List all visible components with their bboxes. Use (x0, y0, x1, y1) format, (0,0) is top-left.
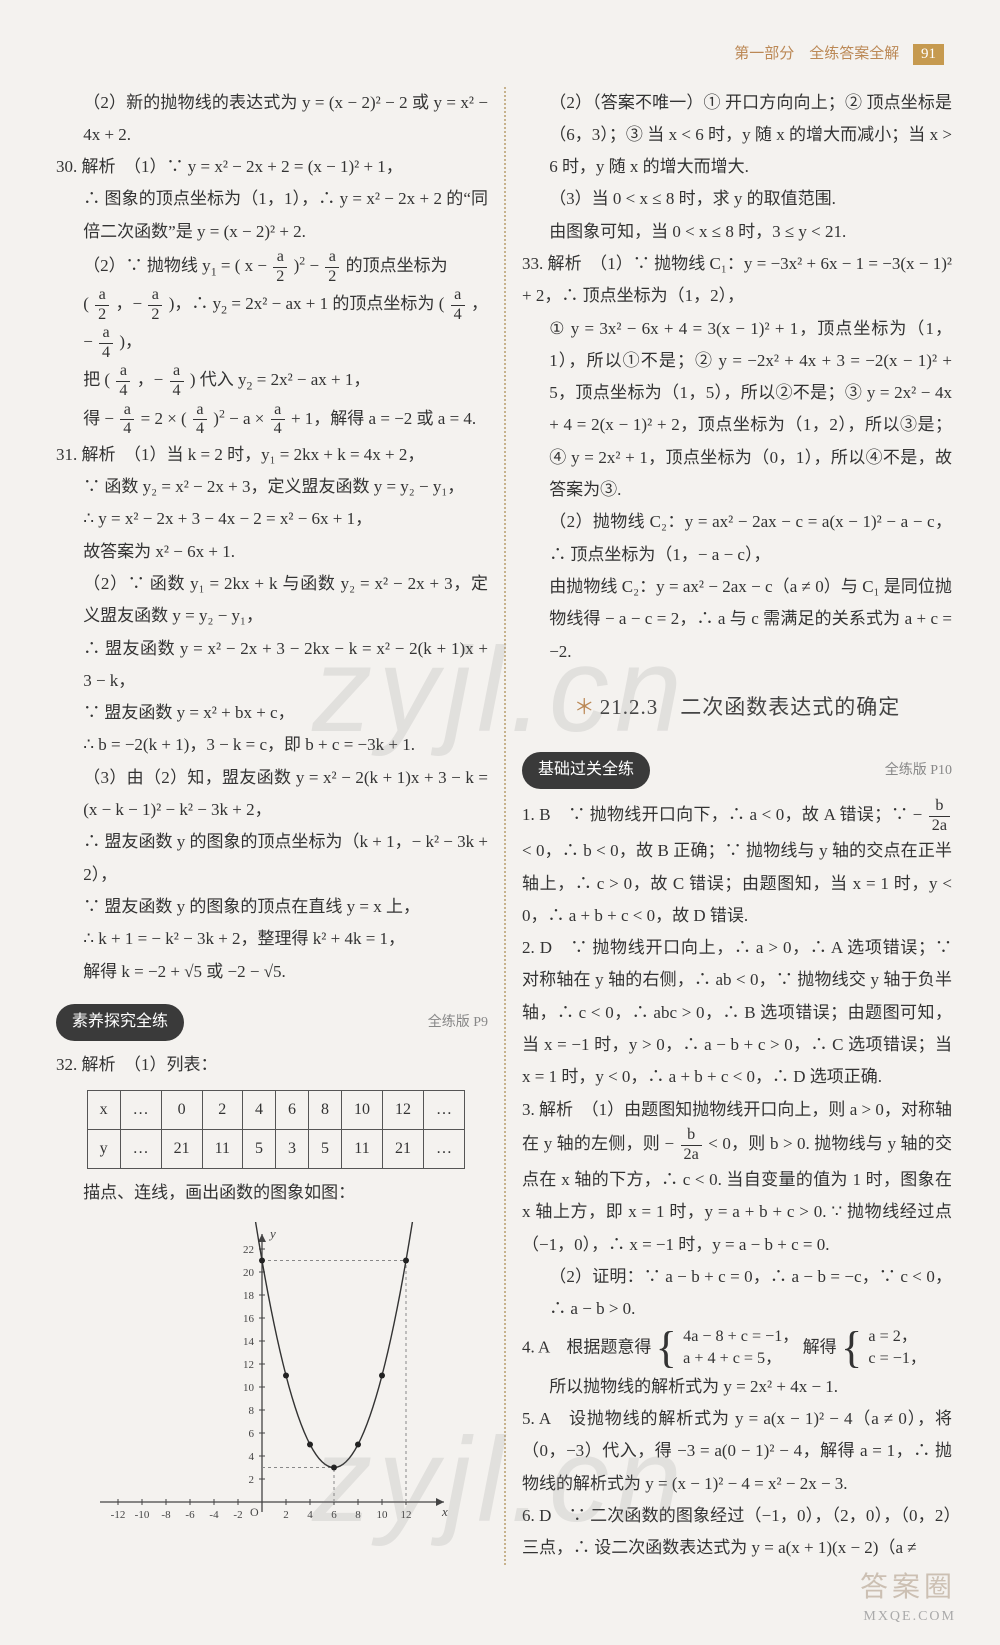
svg-text:14: 14 (243, 1336, 255, 1348)
svg-text:4: 4 (249, 1451, 255, 1463)
text: ① y = 3x² − 6x + 4 = 3(x − 1)² + 1，顶点坐标为… (522, 313, 952, 507)
text: 1. B ∵ 抛物线开口向下，∴ a < 0，故 A 错误；∵ − b2a < … (522, 797, 952, 932)
text: （3）由（2）知，盟友函数 y = x² − 2(k + 1)x + 3 − k… (56, 762, 488, 827)
svg-text:18: 18 (243, 1290, 255, 1302)
svg-text:-8: -8 (161, 1509, 171, 1521)
svg-text:10: 10 (377, 1509, 389, 1521)
text: 描点、连线，画出函数的图象如图： (56, 1177, 488, 1209)
svg-text:12: 12 (243, 1359, 254, 1371)
columns: （2）新的抛物线的表达式为 y = (x − 2)² − 2 或 y = x² … (56, 87, 952, 1565)
svg-text:6: 6 (331, 1509, 337, 1521)
text: 6. D ∵ 二次函数的图象经过（−1，0），（2，0），（0，2）三点，∴ 设… (522, 1500, 952, 1565)
star-icon: ＊ (574, 695, 596, 719)
page: 第一部分 全练答案全解 91 （2）新的抛物线的表达式为 y = (x − 2)… (0, 0, 1000, 1645)
text: （2）∵ 函数 y₁ = 2kx + k 与函数 y₂ = x² − 2x + … (56, 568, 488, 633)
text: ∵ 盟友函数 y = x² + bx + c， (56, 697, 488, 729)
svg-text:-12: -12 (111, 1509, 126, 1521)
text: ∵ 盟友函数 y 的图象的顶点在直线 y = x 上， (56, 891, 488, 923)
text: ∴ 盟友函数 y = x² − 2x + 3 − 2kx − k = x² − … (56, 633, 488, 698)
text: 30. 解析 （1）∵ y = x² − 2x + 2 = (x − 1)² +… (56, 151, 488, 183)
text: （3）当 0 < x ≤ 8 时，求 y 的取值范围. (522, 183, 952, 215)
text: 5. A 设抛物线的解析式为 y = a(x − 1)² − 4（a ≠ 0），… (522, 1403, 952, 1500)
text: ∵ 函数 y₂ = x² − 2x + 3，定义盟友函数 y = y₂ − y₁… (56, 471, 488, 503)
text: ( a2 ，− a2 )，∴ y2 = 2x² − ax + 1 的顶点坐标为 … (56, 286, 488, 362)
page-reference: 全练版 P10 (885, 758, 952, 785)
svg-text:20: 20 (243, 1267, 255, 1279)
left-column: （2）新的抛物线的表达式为 y = (x − 2)² − 2 或 y = x² … (56, 87, 504, 1565)
text: ∴ b = −2(k + 1)，3 − k = c，即 b + c = −3k … (56, 729, 488, 761)
text: 2. D ∵ 抛物线开口向上，∴ a > 0，∴ A 选项错误；∵ 对称轴在 y… (522, 932, 952, 1093)
text: 得 − a4 = 2 × ( a4 )2 − a × a4 + 1，解得 a =… (56, 401, 488, 439)
text: （2）抛物线 C₂：y = ax² − 2ax − c = a(x − 1)² … (522, 506, 952, 571)
svg-text:2: 2 (283, 1509, 289, 1521)
svg-text:8: 8 (355, 1509, 361, 1521)
footer-logo: 答案圈 (860, 1568, 956, 1607)
page-number: 91 (913, 44, 944, 65)
text: 故答案为 x² − 6x + 1. (56, 536, 488, 568)
svg-text:22: 22 (243, 1244, 254, 1256)
text: 由抛物线 C₂：y = ax² − 2ax − c（a ≠ 0）与 C₁ 是同位… (522, 571, 952, 668)
svg-text:4: 4 (307, 1509, 313, 1521)
svg-text:10: 10 (243, 1382, 255, 1394)
section-divider: 全练版 P9 素养探究全练 (56, 988, 488, 1049)
parabola-chart: x y O -12 -10 -8 -6 -4 -2 2 4 6 8 10 12 2 4 6 8 10 12 14 16 18 2… (56, 1222, 488, 1543)
text: ∴ 图象的顶点坐标为（1，1），∴ y = x² − 2x + 2 的“同倍二次… (56, 183, 488, 248)
text: （2）新的抛物线的表达式为 y = (x − 2)² − 2 或 y = x² … (56, 87, 488, 152)
page-reference: 全练版 P9 (428, 1010, 488, 1037)
text: 解得 k = −2 + √5 或 −2 − √5. (56, 956, 488, 988)
svg-text:-4: -4 (209, 1509, 219, 1521)
table-row: y … 21 11 5 3 5 11 21 … (87, 1129, 464, 1168)
text: ∴ k + 1 = − k² − 3k + 2，整理得 k² + 4k = 1， (56, 923, 488, 955)
text: 3. 解析 （1）由题图知抛物线开口向上，则 a > 0，对称轴在 y 轴的左侧… (522, 1094, 952, 1261)
text: （2）（答案不唯一）① 开口方向向上；② 顶点坐标是（6，3）；③ 当 x < … (522, 87, 952, 184)
section-divider: 全练版 P10 基础过关全练 (522, 736, 952, 797)
svg-text:8: 8 (249, 1405, 255, 1417)
svg-text:16: 16 (243, 1313, 255, 1325)
text: 由图象可知，当 0 < x ≤ 8 时，3 ≤ y < 21. (522, 216, 952, 248)
text: 4. A 根据题意得 { 4a − 8 + c = −1， a + 4 + c … (522, 1326, 952, 1371)
svg-text:x: x (441, 1504, 448, 1519)
page-header: 第一部分 全练答案全解 91 (56, 40, 952, 69)
footer: 答案圈 MXQE.COM (860, 1568, 956, 1627)
data-table: x … 0 2 4 6 8 10 12 … y … 21 11 5 (87, 1090, 465, 1170)
text: ∴ 盟友函数 y 的图象的顶点坐标为（k + 1，− k² − 3k + 2）， (56, 826, 488, 891)
text: 32. 解析 （1）列表： (56, 1049, 488, 1081)
text: 31. 解析 （1）当 k = 2 时，y₁ = 2kx + k = 4x + … (56, 439, 488, 471)
svg-text:y: y (268, 1226, 276, 1241)
text: （2）∵ 抛物线 y1 = ( x − a2 )2 − a2 的顶点坐标为 (56, 248, 488, 286)
footer-url: MXQE.COM (860, 1607, 956, 1627)
right-column: （2）（答案不唯一）① 开口方向向上；② 顶点坐标是（6，3）；③ 当 x < … (504, 87, 952, 1565)
svg-text:2: 2 (249, 1474, 255, 1486)
svg-text:-6: -6 (185, 1509, 195, 1521)
svg-text:O: O (250, 1505, 259, 1519)
svg-text:12: 12 (401, 1509, 412, 1521)
svg-text:-10: -10 (135, 1509, 150, 1521)
text: （2）证明：∵ a − b + c = 0，∴ a − b = −c，∵ c <… (522, 1261, 952, 1326)
breadcrumb: 第一部分 全练答案全解 (734, 46, 899, 62)
section-tag: 素养探究全练 (56, 1004, 184, 1041)
text: 所以抛物线的解析式为 y = 2x² + 4x − 1. (522, 1371, 952, 1403)
svg-text:-2: -2 (233, 1509, 242, 1521)
section-tag: 基础过关全练 (522, 752, 650, 789)
text: 33. 解析 （1）∵ 抛物线 C₁：y = −3x² + 6x − 1 = −… (522, 248, 952, 313)
table-row: x … 0 2 4 6 8 10 12 … (87, 1090, 464, 1129)
text: ∴ y = x² − 2x + 3 − 4x − 2 = x² − 6x + 1… (56, 503, 488, 535)
text: 把 ( a4 ，− a4 ) 代入 y2 = 2x² − ax + 1， (56, 362, 488, 400)
chart-svg: x y O -12 -10 -8 -6 -4 -2 2 4 6 8 10 12 2 4 6 8 10 12 14 16 18 2… (92, 1222, 452, 1532)
section-title: ＊21.2.3 二次函数表达式的确定 (522, 688, 952, 728)
svg-text:6: 6 (249, 1428, 255, 1440)
